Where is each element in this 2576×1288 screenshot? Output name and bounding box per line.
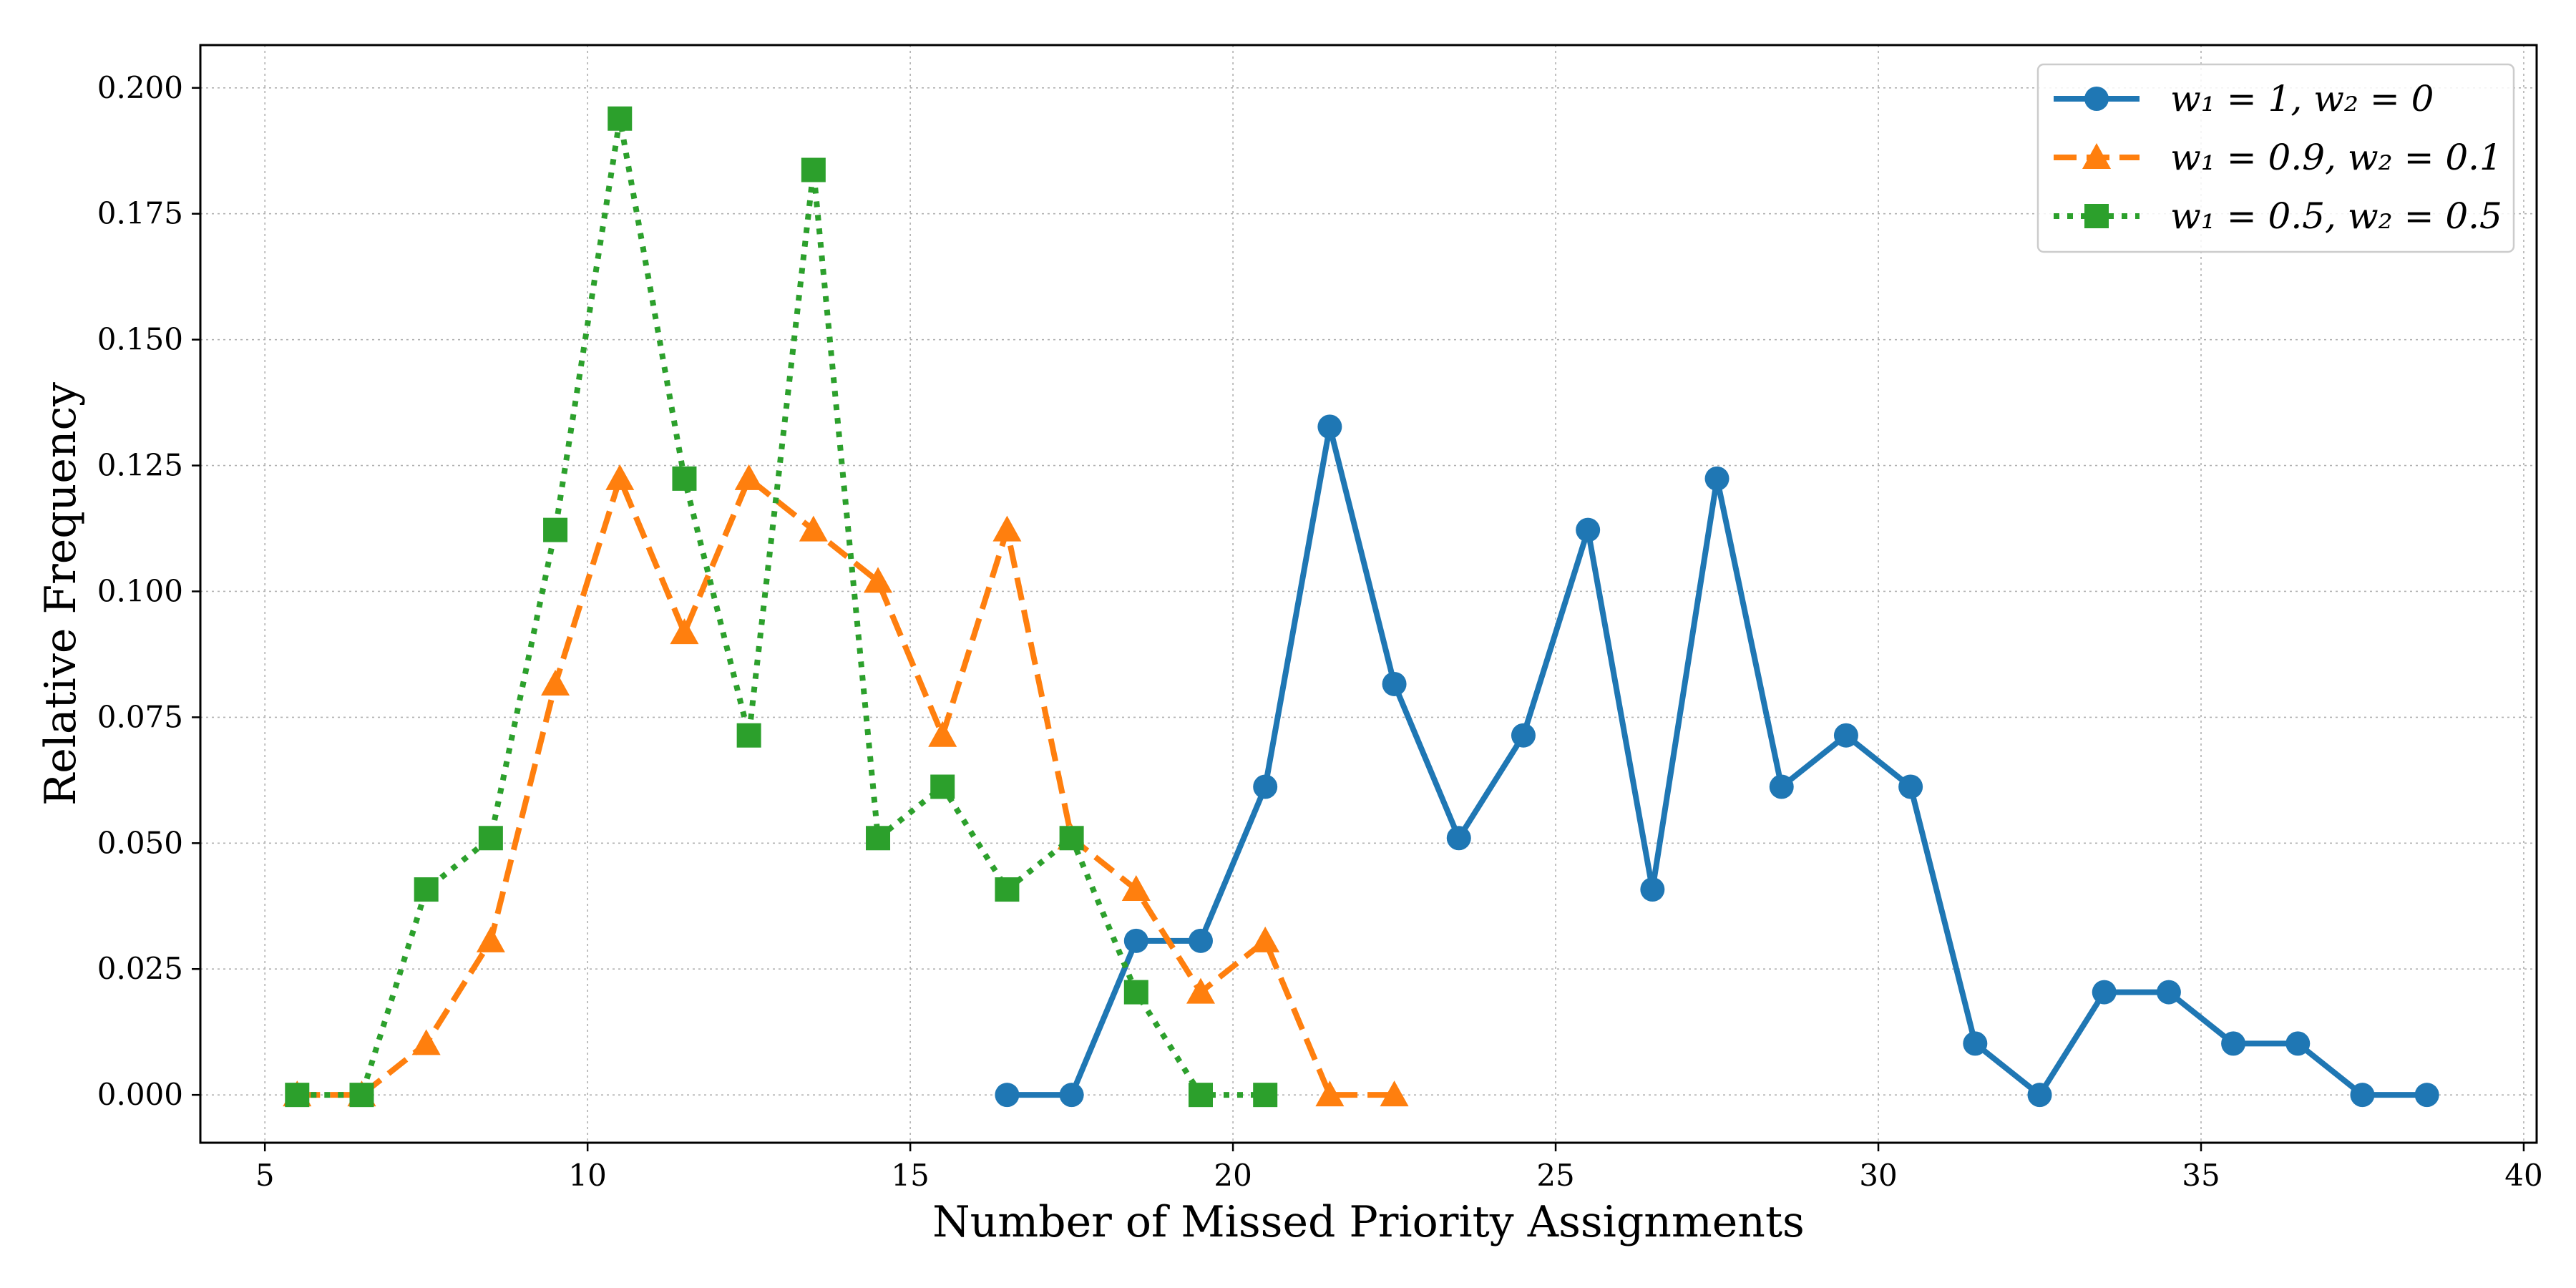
data-point: [734, 464, 763, 490]
legend-item: w₁ = 1, w₂ = 0: [2054, 78, 2434, 119]
data-point: [285, 1083, 310, 1108]
data-point: [1898, 774, 1923, 799]
series-line: [297, 115, 1266, 1098]
data-point: [672, 466, 697, 491]
data-point: [478, 826, 503, 851]
data-point: [1059, 1083, 1084, 1108]
data-point: [608, 106, 633, 131]
data-point: [736, 723, 761, 748]
data-point: [1317, 414, 1342, 439]
data-point: [411, 1029, 441, 1055]
data-point: [801, 157, 826, 182]
data-point: [866, 826, 891, 851]
data-point: [2221, 1031, 2246, 1056]
legend: w₁ = 1, w₂ = 0 w₁ = 0.9, w₂ = 0.1 w₁ = 0.5…: [2036, 63, 2515, 253]
y-tick-label: 0.075: [97, 699, 183, 734]
y-tick-label: 0.200: [97, 70, 183, 105]
data-point: [2092, 980, 2117, 1005]
y-tick-label: 0.125: [97, 448, 183, 483]
data-point: [1833, 723, 1858, 748]
data-point: [1121, 875, 1151, 902]
data-point: [605, 464, 635, 490]
data-point: [1963, 1031, 1988, 1056]
data-point: [1251, 926, 1280, 952]
data-point: [1253, 1083, 1278, 1108]
y-axis-title: Relative Frequency: [36, 382, 86, 806]
legend-label: w₁ = 0.9, w₂ = 0.1: [2170, 137, 2502, 178]
data-point: [414, 877, 439, 902]
data-point: [2285, 1031, 2311, 1056]
data-point: [670, 618, 699, 645]
data-point: [928, 721, 957, 747]
data-point: [930, 774, 955, 799]
grid: [200, 45, 2537, 1143]
legend-label: w₁ = 0.5, w₂ = 0.5: [2170, 195, 2502, 237]
data-point: [1511, 723, 1536, 748]
data-point: [1253, 774, 1278, 799]
y-tick-label: 0.000: [97, 1077, 183, 1112]
series-layer: [283, 106, 2439, 1108]
data-point: [995, 1083, 1020, 1108]
data-point: [1123, 928, 1148, 953]
legend-label: w₁ = 1, w₂ = 0: [2170, 78, 2434, 119]
data-point: [2027, 1083, 2052, 1108]
data-point: [1382, 671, 1407, 696]
data-point: [541, 669, 570, 696]
x-axis-title: Number of Missed Priority Assignments: [932, 1197, 1805, 1247]
data-point: [1123, 980, 1148, 1005]
data-point: [543, 517, 568, 542]
data-point: [1059, 826, 1084, 851]
data-point: [2156, 980, 2181, 1005]
legend-marker: [2082, 143, 2111, 169]
data-point: [1186, 977, 1215, 1004]
data-point: [1188, 1083, 1213, 1108]
y-tick-label: 0.150: [97, 322, 183, 357]
x-tick-label: 5: [255, 1158, 275, 1193]
series-line: [297, 475, 1395, 1098]
data-point: [1640, 877, 1665, 902]
x-tick-label: 40: [2504, 1158, 2542, 1193]
y-tick-label: 0.175: [97, 196, 183, 231]
y-tick-label: 0.025: [97, 951, 183, 986]
data-point: [1446, 826, 1471, 851]
data-point: [1576, 517, 1601, 542]
series-1: [995, 414, 2439, 1108]
data-point: [476, 926, 505, 952]
data-point: [2414, 1083, 2439, 1108]
data-point: [992, 515, 1022, 542]
axes: 5 10 15 20 25 30 35 40 0.000 0.025 0.050 0.075 0.100…: [97, 70, 2543, 1193]
data-point: [1315, 1080, 1345, 1107]
data-point: [995, 877, 1020, 902]
x-tick-label: 25: [1536, 1158, 1574, 1193]
data-point: [864, 567, 893, 593]
x-tick-label: 10: [568, 1158, 606, 1193]
data-point: [1188, 928, 1213, 953]
legend-marker: [2084, 87, 2109, 111]
y-tick-label: 0.100: [97, 573, 183, 608]
x-tick-label: 35: [2182, 1158, 2220, 1193]
legend-item: w₁ = 0.5, w₂ = 0.5: [2054, 195, 2502, 237]
data-point: [1769, 774, 1794, 799]
legend-item: w₁ = 0.9, w₂ = 0.1: [2054, 137, 2502, 178]
data-point: [349, 1083, 374, 1108]
data-point: [799, 515, 828, 542]
y-tick-label: 0.050: [97, 825, 183, 860]
series-2: [283, 464, 1409, 1107]
data-point: [2350, 1083, 2375, 1108]
legend-box: [2036, 63, 2515, 253]
legend-marker: [2084, 204, 2109, 228]
data-point: [1380, 1080, 1409, 1107]
plot-frame: [199, 44, 2538, 1144]
x-tick-label: 15: [891, 1158, 929, 1193]
series-3: [285, 106, 1278, 1108]
x-tick-label: 30: [1859, 1158, 1897, 1193]
x-tick-label: 20: [1214, 1158, 1252, 1193]
data-point: [1704, 466, 1729, 491]
